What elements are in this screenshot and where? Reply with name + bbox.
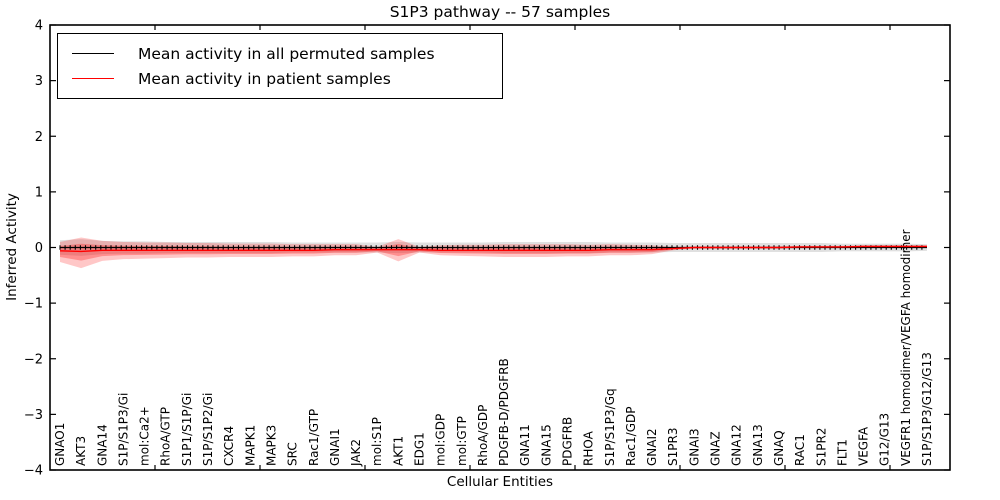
x-category-label: PDGFB-D/PDGFRB (497, 358, 511, 466)
x-category-label: mol:GTP (455, 416, 469, 466)
x-category-label: mol:GDP (434, 414, 448, 466)
x-category-label: RhoA/GDP (476, 405, 490, 466)
x-category-label: JAK2 (349, 439, 363, 467)
x-category-label: AKT1 (391, 436, 405, 466)
x-category-label: GNAI3 (687, 428, 701, 466)
x-category-label: MAPK3 (264, 425, 278, 466)
y-tick-label: 4 (35, 19, 43, 34)
y-tick-label: 1 (35, 185, 43, 200)
legend-label-permuted: Mean activity in all permuted samples (138, 44, 435, 63)
x-category-label: MAPK1 (243, 425, 257, 466)
x-category-label: S1P/S1P2/Gi (201, 393, 215, 466)
x-category-label: G12/G13 (878, 413, 892, 466)
x-category-label: GNA11 (518, 424, 532, 466)
x-category-label: CXCR4 (222, 426, 236, 466)
x-axis-title: Cellular Entities (446, 474, 554, 490)
permuted-line-swatch (72, 53, 114, 54)
chart-title: S1P3 pathway -- 57 samples (389, 3, 611, 21)
x-category-label: VEGFR1 homodimer/VEGFA homodimer (899, 229, 913, 466)
x-category-label: RHOA (582, 430, 596, 466)
x-category-label: Rac1/GDP (624, 407, 638, 466)
x-category-label: S1PR3 (666, 428, 680, 466)
y-tick-label: 0 (35, 241, 43, 256)
x-category-label: GNA15 (539, 424, 553, 466)
x-category-label: GNAI2 (645, 428, 659, 466)
x-category-label: GNA12 (730, 424, 744, 466)
x-category-label: RhoA/GTP (159, 407, 173, 466)
patient-band-outer (60, 237, 927, 269)
y-tick-label: −3 (24, 408, 43, 423)
x-category-label: S1P/S1P3/Gq (603, 388, 617, 466)
patient-mean-line (59, 245, 927, 253)
x-category-label: GNAQ (772, 430, 786, 466)
x-category-label: S1P1/S1P/Gi (180, 393, 194, 466)
x-category-label: SRC (286, 442, 300, 466)
x-category-label: GNAZ (709, 431, 723, 466)
x-category-label: GNA13 (751, 424, 765, 466)
x-category-label: S1PR2 (814, 428, 828, 466)
x-category-label: EDG1 (412, 432, 426, 466)
y-tick-label: −1 (24, 297, 43, 312)
y-tick-label: 3 (35, 74, 43, 89)
x-category-label: mol:Ca2+ (138, 406, 152, 466)
legend: Mean activity in all permuted samples Me… (57, 33, 503, 99)
x-category-label: GNA14 (95, 424, 109, 466)
x-category-label: S1P/S1P3/Gi (116, 393, 130, 466)
x-category-label: VEGFA (857, 426, 871, 466)
legend-label-patient: Mean activity in patient samples (138, 69, 391, 88)
x-category-label: GNAO1 (53, 423, 67, 466)
x-category-label: PDGFRB (561, 417, 575, 466)
x-category-label: mol:S1P (370, 417, 384, 466)
x-category-label: RAC1 (793, 434, 807, 466)
x-category-label: AKT3 (74, 436, 88, 466)
x-category-label: GNAI1 (328, 428, 342, 466)
y-tick-label: −2 (24, 352, 43, 367)
y-tick-label: −4 (24, 464, 43, 479)
patient-line-swatch (72, 78, 114, 79)
x-category-label: S1P/S1P3/G12/G13 (920, 352, 934, 466)
x-category-label: FLT1 (835, 439, 849, 466)
x-category-label: Rac1/GTP (307, 409, 321, 466)
legend-entry-patient: Mean activity in patient samples (72, 66, 496, 91)
y-tick-label: 2 (35, 130, 43, 145)
legend-entry-permuted: Mean activity in all permuted samples (72, 41, 496, 66)
